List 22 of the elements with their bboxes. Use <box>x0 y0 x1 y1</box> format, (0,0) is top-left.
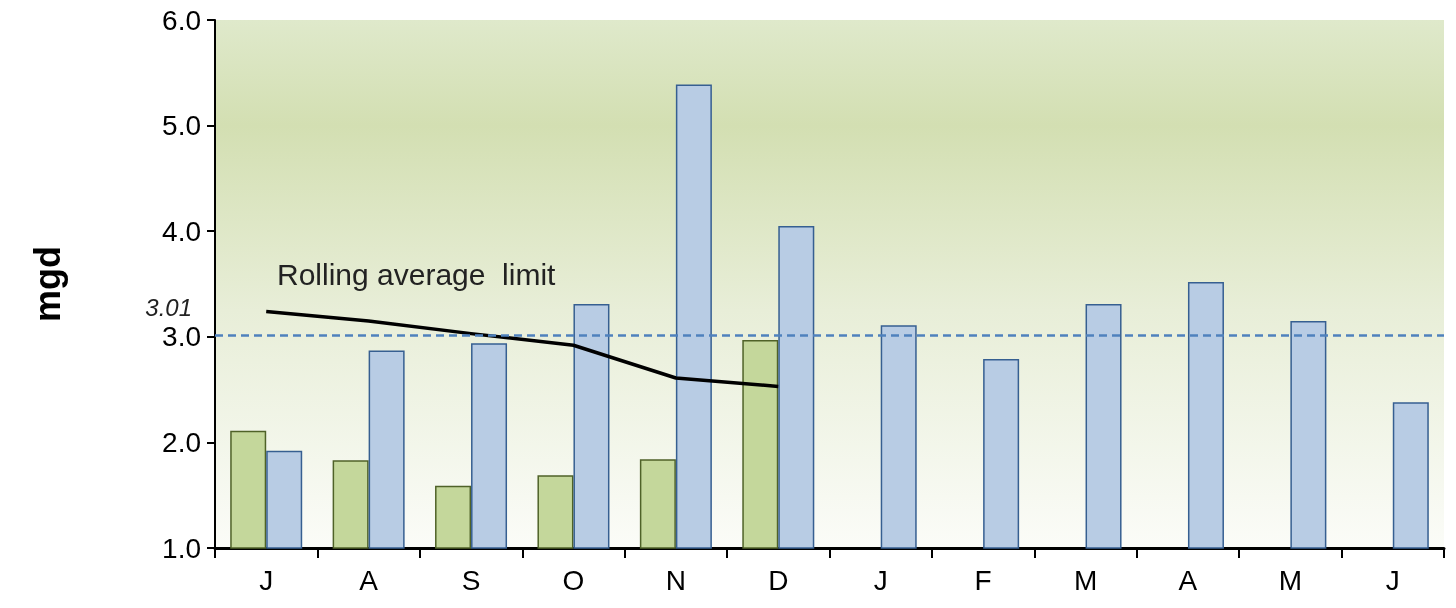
y-tick-label: 2.0 <box>162 426 201 458</box>
x-tick-label: S <box>461 564 481 596</box>
x-tick-label: M <box>1073 564 1098 596</box>
x-tick-label: D <box>768 564 789 596</box>
x-tick-label: O <box>562 564 585 596</box>
x-tick-label: J <box>873 564 888 596</box>
x-tick-label: J <box>1385 564 1400 596</box>
x-tick-label: N <box>665 564 686 596</box>
ref-line-label: 3.01 <box>145 294 192 322</box>
y-axis-title: mgd <box>26 246 68 322</box>
y-tick-label: 3.0 <box>162 321 201 353</box>
x-tick-label: J <box>259 564 274 596</box>
series-label: Rolling average limit <box>276 257 557 291</box>
y-tick-label: 1.0 <box>162 532 201 564</box>
x-tick-label: A <box>359 564 379 596</box>
x-tick-label: M <box>1278 564 1303 596</box>
y-tick-label: 6.0 <box>162 4 201 36</box>
y-tick-label: 5.0 <box>162 110 201 142</box>
x-tick-label: F <box>974 564 992 596</box>
line-series <box>264 309 781 389</box>
y-tick-label: 4.0 <box>162 215 201 247</box>
x-tick-label: A <box>1178 564 1198 596</box>
